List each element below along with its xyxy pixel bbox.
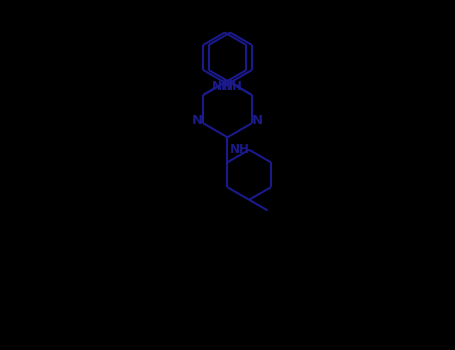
Text: NH: NH (212, 79, 232, 92)
Text: NH: NH (230, 143, 250, 156)
Text: N: N (192, 114, 203, 127)
Text: NH: NH (223, 79, 243, 92)
Text: N: N (222, 78, 233, 91)
Text: N: N (252, 114, 263, 127)
